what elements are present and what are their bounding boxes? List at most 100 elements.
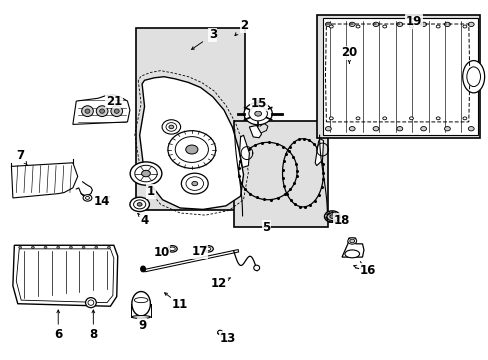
Ellipse shape: [85, 197, 89, 199]
Polygon shape: [249, 126, 261, 138]
Ellipse shape: [329, 215, 334, 219]
Ellipse shape: [167, 131, 215, 168]
Polygon shape: [341, 238, 363, 257]
Ellipse shape: [130, 162, 162, 185]
Text: 11: 11: [172, 298, 188, 311]
Text: 3: 3: [208, 28, 216, 41]
Ellipse shape: [254, 111, 261, 116]
Ellipse shape: [134, 298, 148, 303]
Ellipse shape: [111, 106, 122, 117]
Ellipse shape: [325, 127, 330, 131]
Ellipse shape: [348, 22, 354, 27]
Ellipse shape: [141, 266, 145, 272]
Ellipse shape: [248, 107, 267, 121]
Bar: [136, 28, 245, 211]
Polygon shape: [13, 245, 118, 306]
Ellipse shape: [462, 60, 484, 93]
Ellipse shape: [468, 22, 473, 27]
Ellipse shape: [185, 177, 203, 190]
Ellipse shape: [202, 246, 213, 252]
Ellipse shape: [348, 127, 354, 131]
Text: 19: 19: [405, 15, 422, 28]
Text: 13: 13: [219, 332, 235, 345]
Ellipse shape: [444, 127, 449, 131]
Ellipse shape: [85, 109, 90, 113]
Ellipse shape: [133, 200, 145, 209]
Ellipse shape: [347, 238, 356, 244]
Ellipse shape: [82, 246, 85, 248]
Ellipse shape: [185, 145, 198, 154]
Ellipse shape: [114, 109, 119, 113]
Text: 6: 6: [54, 328, 62, 341]
Ellipse shape: [162, 120, 180, 134]
Ellipse shape: [181, 173, 208, 194]
Polygon shape: [315, 139, 323, 166]
Ellipse shape: [408, 117, 412, 120]
Polygon shape: [11, 163, 78, 198]
Text: 10: 10: [153, 246, 169, 259]
Ellipse shape: [100, 109, 104, 113]
Text: 9: 9: [138, 319, 146, 332]
Ellipse shape: [329, 117, 332, 120]
Ellipse shape: [396, 22, 402, 27]
Text: 2: 2: [240, 19, 248, 32]
Ellipse shape: [137, 203, 142, 206]
Ellipse shape: [142, 170, 150, 177]
Ellipse shape: [372, 22, 378, 27]
Ellipse shape: [83, 195, 92, 201]
Bar: [316, 15, 479, 138]
Text: 16: 16: [359, 264, 375, 277]
Ellipse shape: [462, 25, 466, 28]
Ellipse shape: [355, 25, 359, 28]
Ellipse shape: [408, 25, 412, 28]
Ellipse shape: [107, 246, 110, 248]
Ellipse shape: [69, 246, 72, 248]
Ellipse shape: [420, 22, 426, 27]
Ellipse shape: [96, 106, 108, 117]
Ellipse shape: [44, 246, 47, 248]
Ellipse shape: [95, 246, 98, 248]
Ellipse shape: [19, 246, 21, 248]
Ellipse shape: [217, 330, 222, 334]
Text: 21: 21: [105, 95, 122, 108]
Ellipse shape: [57, 246, 60, 248]
Polygon shape: [140, 77, 243, 210]
Text: 20: 20: [341, 46, 357, 59]
Ellipse shape: [191, 181, 197, 186]
Text: 1: 1: [146, 185, 155, 198]
Ellipse shape: [382, 25, 386, 28]
Polygon shape: [239, 135, 249, 167]
Ellipse shape: [135, 165, 157, 182]
Text: 15: 15: [250, 98, 267, 111]
Ellipse shape: [175, 136, 208, 162]
Ellipse shape: [468, 127, 473, 131]
Ellipse shape: [132, 316, 150, 319]
Ellipse shape: [169, 247, 175, 251]
Ellipse shape: [382, 117, 386, 120]
Ellipse shape: [81, 106, 93, 117]
Bar: [233, 121, 328, 227]
Text: 18: 18: [333, 214, 349, 227]
Ellipse shape: [435, 117, 439, 120]
Ellipse shape: [326, 213, 337, 221]
Ellipse shape: [244, 103, 272, 125]
Ellipse shape: [204, 247, 210, 251]
Polygon shape: [73, 95, 130, 125]
Text: 4: 4: [140, 214, 148, 227]
Ellipse shape: [466, 67, 480, 87]
Text: 12: 12: [211, 278, 227, 291]
Ellipse shape: [132, 292, 150, 316]
Ellipse shape: [88, 300, 94, 305]
Text: 8: 8: [89, 328, 97, 341]
Ellipse shape: [372, 127, 378, 131]
Ellipse shape: [420, 127, 426, 131]
Ellipse shape: [85, 298, 96, 308]
Ellipse shape: [324, 211, 339, 222]
Text: 5: 5: [262, 221, 270, 234]
Ellipse shape: [325, 22, 330, 27]
Ellipse shape: [349, 239, 354, 243]
Ellipse shape: [130, 197, 149, 212]
Ellipse shape: [396, 127, 402, 131]
Bar: [322, 18, 477, 135]
Ellipse shape: [444, 22, 449, 27]
